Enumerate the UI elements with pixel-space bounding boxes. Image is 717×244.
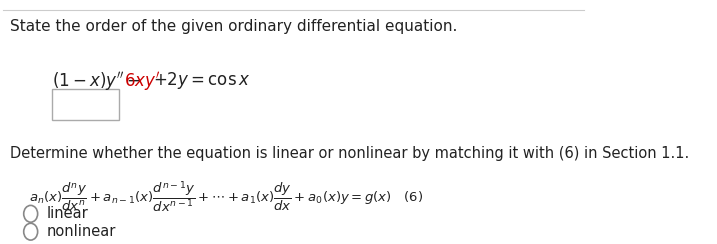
FancyBboxPatch shape [52, 89, 119, 120]
Text: $6xy'$: $6xy'$ [124, 70, 161, 92]
Text: $(1-x)y'' - $: $(1-x)y'' - $ [52, 70, 141, 92]
Text: linear: linear [47, 206, 88, 221]
Text: nonlinear: nonlinear [47, 224, 115, 239]
Text: $ + 2y = \cos x$: $ + 2y = \cos x$ [153, 70, 251, 91]
Text: Determine whether the equation is linear or nonlinear by matching it with (6) in: Determine whether the equation is linear… [10, 146, 689, 161]
Text: $a_n(x)\dfrac{d^ny}{dx^n} + a_{n-1}(x)\dfrac{d^{n-1}y}{dx^{n-1}} + \cdots + a_1(: $a_n(x)\dfrac{d^ny}{dx^n} + a_{n-1}(x)\d… [29, 179, 423, 214]
Text: State the order of the given ordinary differential equation.: State the order of the given ordinary di… [10, 20, 457, 34]
